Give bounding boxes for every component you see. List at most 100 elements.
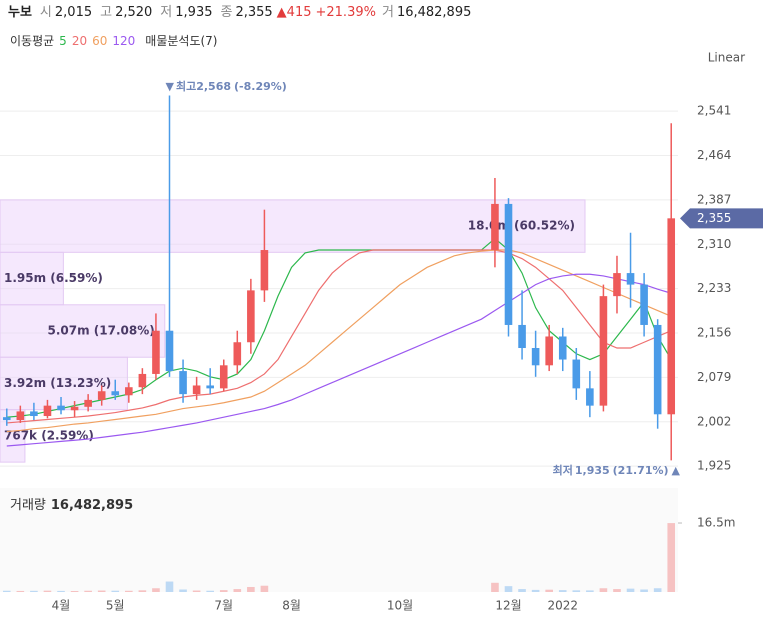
volume-bar [613, 589, 621, 592]
volume-key: 거래량 [10, 498, 46, 513]
volume-panel [0, 488, 678, 592]
y-tick-label: 2,156 [697, 326, 731, 340]
candle-body [247, 290, 255, 343]
volume-bar [2, 590, 11, 592]
volume-bar [219, 590, 228, 592]
candle-body [70, 406, 79, 411]
candle-body [640, 284, 648, 325]
volume-bar [192, 590, 201, 592]
candle-body [504, 203, 513, 325]
candle-body [43, 405, 52, 417]
summary-key: 거 [382, 5, 394, 20]
candle-body [260, 250, 269, 291]
volume-bar [97, 590, 106, 592]
volume-bar [626, 588, 635, 592]
candle-body [30, 411, 38, 417]
summary-value: 2,355 [235, 5, 272, 20]
candle-body [219, 365, 228, 389]
volume-bar [57, 590, 65, 592]
volume-bar [233, 589, 242, 592]
volume-bar [16, 590, 25, 592]
volume-profile-bar [0, 304, 166, 358]
candle-body [57, 405, 65, 411]
volume-bar [247, 586, 255, 592]
volume-bar [504, 586, 513, 592]
scale-label: Linear [708, 51, 745, 65]
legend-entry: 20 [72, 34, 87, 48]
volume-bar [70, 590, 79, 592]
x-tick-label: 2022 [547, 599, 578, 613]
y-tick-label: 2,233 [697, 281, 731, 295]
arrow: ▲ [672, 464, 681, 477]
y-tick-label: 1,925 [697, 459, 731, 473]
candle-body [667, 218, 676, 415]
high-change: (-8.29%) [234, 80, 287, 93]
volume-bar [491, 582, 499, 592]
volume-bar [586, 590, 594, 592]
price-tag-label: 2,355 [697, 211, 731, 225]
volume-title: 거래량 16,482,895 [10, 498, 133, 513]
candle-body [491, 203, 499, 251]
moving-average [6, 249, 672, 424]
low-annotation: 최저 1,935 (21.71%) ▲ [553, 463, 681, 477]
moving-average [6, 273, 672, 447]
y-tick-label: 2,464 [697, 148, 731, 162]
volume-bar [165, 581, 174, 592]
volume-bar [640, 589, 648, 592]
volume-bar [179, 589, 187, 592]
low-value: 1,935 [575, 464, 610, 477]
summary-value: 2,520 [115, 5, 152, 20]
y-tick-label: 2,387 [697, 192, 731, 206]
candle-body [2, 417, 11, 421]
header: 누보 시 2,015 고 2,520 저 1,935 종 2,355 ▲415 +21.39% 거 16… [8, 5, 471, 20]
y-tick-label: 2,079 [697, 370, 731, 384]
legend-title: 이동평균 [10, 34, 54, 48]
summary-key: 시 [40, 5, 52, 20]
volume-profile-label: 3.92m (13.23%) [4, 376, 111, 390]
x-tick-label: 4월 [52, 599, 71, 613]
volume-bar [30, 590, 38, 592]
summary-key: 고 [100, 5, 112, 20]
volume-bar [545, 589, 553, 592]
legend-entry: 5 [59, 34, 67, 48]
high-key: 최고 [176, 79, 196, 93]
candle-body [84, 399, 92, 407]
summary-key: 저 [160, 5, 172, 20]
x-tick-label: 8월 [282, 599, 301, 613]
volume-bar [206, 590, 214, 592]
high-annotation: ▼ 최고2,568 (-8.29%) [166, 79, 287, 93]
volume-bar [152, 588, 160, 592]
volume-profile-bar [0, 251, 64, 306]
candle-body [586, 388, 594, 406]
candle-body [111, 391, 120, 396]
y-tick-label: 2,310 [697, 237, 731, 251]
change-arrow: ▲ [277, 5, 287, 20]
candle-body [16, 411, 25, 421]
x-tick-label: 12월 [495, 599, 521, 613]
low-key: 최저 [553, 463, 573, 477]
change-pct: +21.39% [316, 5, 376, 20]
x-tick-label: 10월 [387, 599, 413, 613]
volume-profile-bar [0, 356, 128, 411]
volume-profile-bar [0, 199, 586, 253]
legend: 이동평균 5 20 60 120 매물분석도(7) [10, 34, 217, 48]
candle-body [572, 359, 581, 389]
y-tick-label: 2,541 [697, 104, 731, 118]
candle-body [179, 371, 187, 395]
volume-profile-label: 1.95m (6.59%) [4, 271, 103, 285]
change-value: 415 [287, 5, 312, 20]
y-tick-label: 2,002 [697, 414, 731, 428]
candle-body [531, 348, 540, 366]
arrow: ▼ [166, 80, 175, 93]
volume-value: 16,482,895 [51, 498, 133, 513]
volume-bar [518, 589, 526, 592]
candle-body [599, 296, 608, 406]
low-change: (21.71%) [613, 464, 669, 477]
volume-bar [572, 590, 581, 592]
candle-body [613, 273, 621, 297]
candle-body [233, 342, 242, 366]
candle-body [138, 373, 147, 388]
volume-bar [558, 590, 567, 592]
candle-body [518, 324, 526, 349]
